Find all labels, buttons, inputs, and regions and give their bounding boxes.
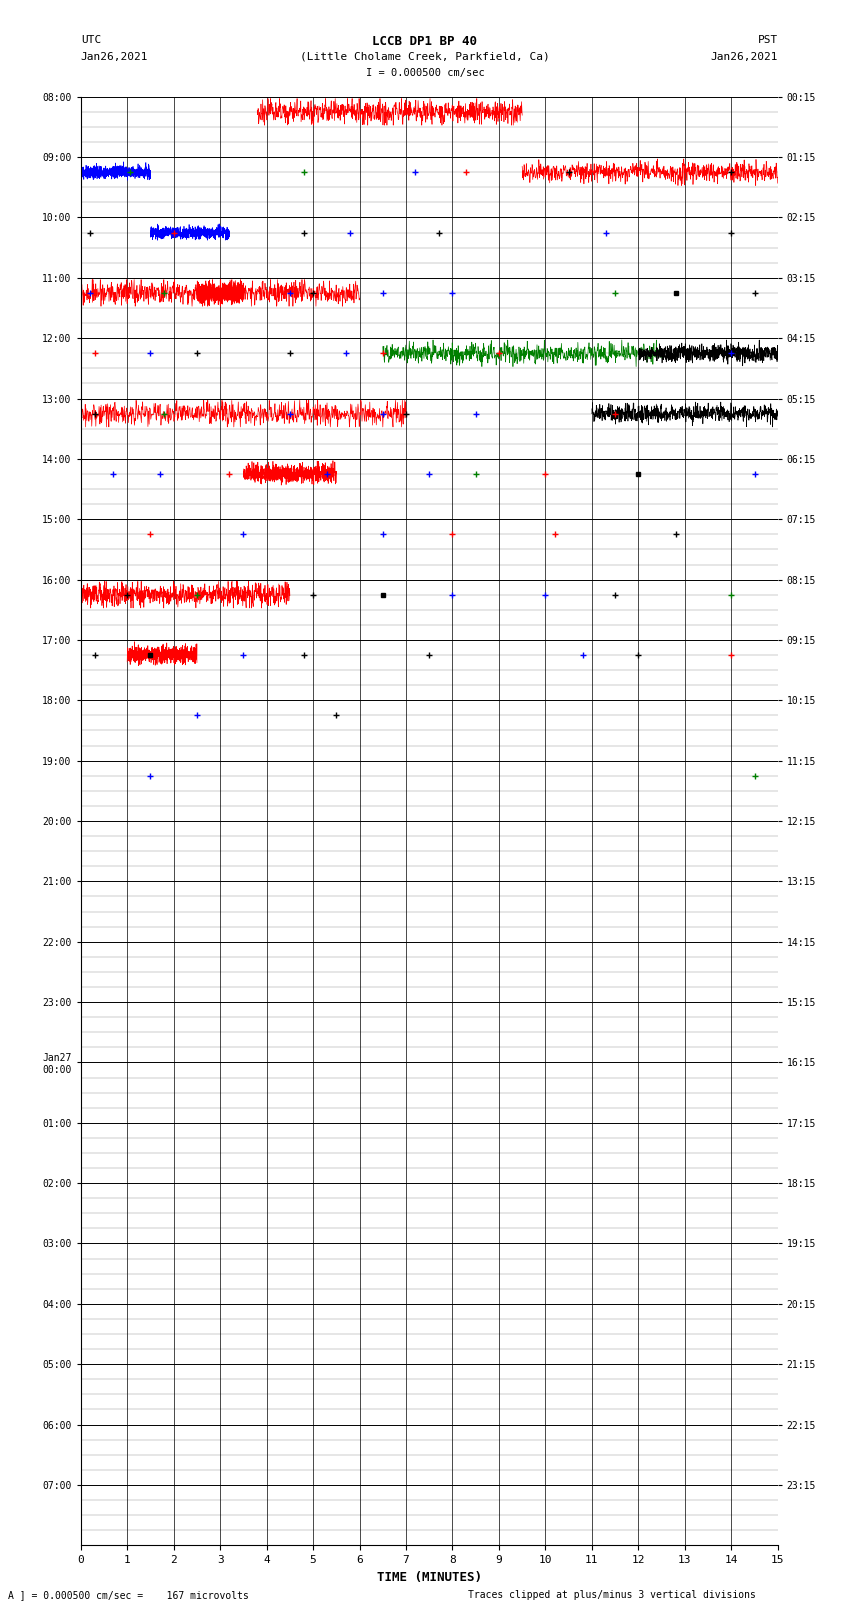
Text: PST: PST (757, 35, 778, 45)
Text: (Little Cholame Creek, Parkfield, Ca): (Little Cholame Creek, Parkfield, Ca) (300, 52, 550, 61)
Text: I = 0.000500 cm/sec: I = 0.000500 cm/sec (366, 68, 484, 77)
Text: Traces clipped at plus/minus 3 vertical divisions: Traces clipped at plus/minus 3 vertical … (468, 1590, 756, 1600)
Text: LCCB DP1 BP 40: LCCB DP1 BP 40 (372, 35, 478, 48)
Text: Jan26,2021: Jan26,2021 (81, 52, 148, 61)
Text: UTC: UTC (81, 35, 101, 45)
Text: A ] = 0.000500 cm/sec =    167 microvolts: A ] = 0.000500 cm/sec = 167 microvolts (8, 1590, 249, 1600)
Text: Jan26,2021: Jan26,2021 (711, 52, 778, 61)
X-axis label: TIME (MINUTES): TIME (MINUTES) (377, 1571, 482, 1584)
